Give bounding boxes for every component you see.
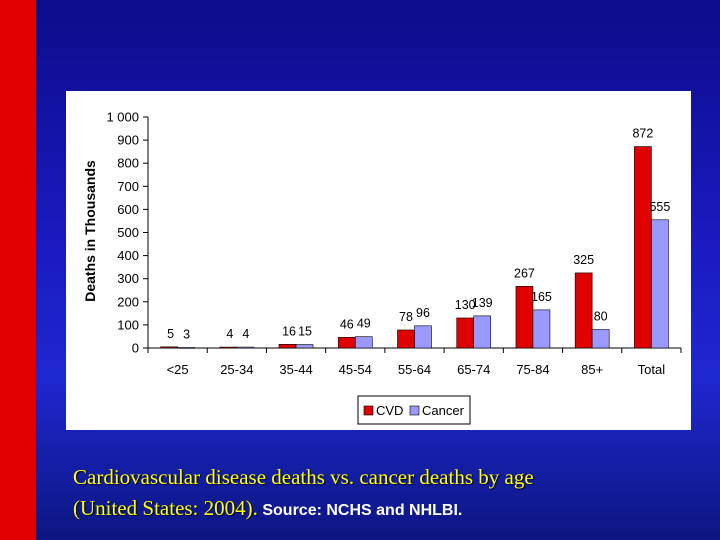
data-label: 46 <box>340 317 354 331</box>
data-label: 80 <box>594 310 608 324</box>
bars <box>160 146 669 349</box>
data-label: 4 <box>242 327 249 341</box>
data-label: 3 <box>183 327 190 341</box>
bar-cancer <box>354 336 373 349</box>
caption-source: Source: NCHS and NHLBI. <box>262 502 463 519</box>
data-label: 96 <box>416 306 430 320</box>
data-label: 267 <box>514 266 535 280</box>
chart-panel: 0 100 200 300 400 500 600 700 800 900 1 000 <25 25-… <box>66 91 691 430</box>
y-tick-label: 0 <box>132 341 139 356</box>
y-tick-label: 200 <box>117 294 139 309</box>
bar-cancer <box>532 309 551 349</box>
x-tick-label: 75-84 <box>516 362 549 377</box>
y-tick-label: 100 <box>117 317 139 332</box>
data-label: 325 <box>573 253 594 267</box>
data-label: 130 <box>455 298 476 312</box>
bar-cancer <box>473 315 492 349</box>
bar-cancer <box>414 325 432 349</box>
y-tick-label: 300 <box>117 271 139 286</box>
y-tick-label: 800 <box>117 156 139 171</box>
bar-cvd <box>337 337 356 349</box>
bar-cvd <box>634 146 652 349</box>
y-tick-label: 900 <box>117 133 139 148</box>
data-label: 165 <box>531 290 552 304</box>
legend-swatch-cancer <box>409 405 420 416</box>
caption-line2: (United States: 2004). Source: NCHS and … <box>73 494 713 525</box>
x-tick-label: Total <box>638 362 666 377</box>
bar-cancer <box>295 344 314 349</box>
data-label: 15 <box>298 325 312 339</box>
bar-cvd <box>160 346 178 349</box>
caption-title: Cardiovascular disease deaths vs. cancer… <box>73 465 534 489</box>
bar-cancer <box>651 219 669 349</box>
legend-label-cancer: Cancer <box>422 403 465 418</box>
x-tick-label: 45-54 <box>339 362 372 377</box>
data-label: 872 <box>632 127 653 141</box>
y-tick-label: 500 <box>117 225 139 240</box>
x-tick-label: 35-44 <box>279 362 312 377</box>
x-tick-label: 65-74 <box>457 362 490 377</box>
bar-cvd <box>278 344 297 349</box>
caption-subtitle: (United States: 2004). <box>73 496 258 520</box>
legend: CVD Cancer <box>357 395 471 425</box>
y-tick-label: 1 000 <box>106 110 139 125</box>
bar-cancer <box>177 347 195 349</box>
data-label: 16 <box>282 324 296 338</box>
x-axis: <25 25-34 35-44 45-54 55-64 65-74 75-84 85+ Tota… <box>147 347 682 377</box>
y-tick-label: 400 <box>117 248 139 263</box>
x-tick-label: 25-34 <box>220 362 253 377</box>
x-tick-label: 55-64 <box>398 362 431 377</box>
data-label: 4 <box>226 327 233 341</box>
legend-swatch-cvd <box>363 405 374 416</box>
y-axis-label: Deaths in Thousands <box>82 160 98 302</box>
data-label: 78 <box>399 310 413 324</box>
bar-chart: 0 100 200 300 400 500 600 700 800 900 1 000 <25 25-… <box>82 110 682 425</box>
y-tick-label: 700 <box>117 179 139 194</box>
bar-cancer <box>591 329 610 349</box>
x-tick-label: <25 <box>167 362 189 377</box>
bar-cancer <box>236 346 255 349</box>
data-label: 139 <box>472 296 493 310</box>
data-label: 49 <box>357 317 371 331</box>
y-tick-label: 600 <box>117 202 139 217</box>
bar-cvd <box>219 346 238 349</box>
y-axis: 0 100 200 300 400 500 600 700 800 900 1 000 <box>106 110 149 356</box>
bar-cvd <box>456 317 475 349</box>
bar-cvd <box>397 329 415 349</box>
data-label: 5 <box>167 327 174 341</box>
x-tick-label: 85+ <box>581 362 603 377</box>
legend-label-cvd: CVD <box>376 403 403 418</box>
left-accent-bar <box>0 0 36 540</box>
data-label: 555 <box>649 200 670 214</box>
bar-cvd <box>574 272 593 349</box>
caption: Cardiovascular disease deaths vs. cancer… <box>73 463 713 525</box>
